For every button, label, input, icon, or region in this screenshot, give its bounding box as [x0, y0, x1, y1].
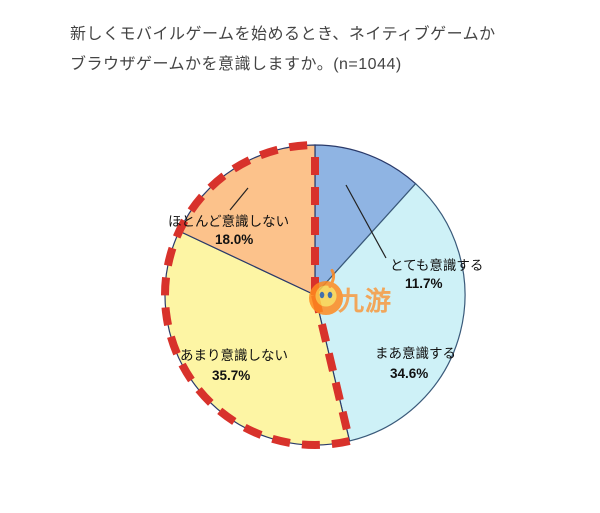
label-very_conscious: とても意識する [390, 257, 483, 273]
pct-somewhat_conscious: 34.6% [390, 366, 428, 381]
pie-chart-svg: 九游 とても意識する 11.7% まあ意識する 34.6% あまり意識しない 35.7% ほ… [150, 130, 480, 460]
watermark-icon-eye [320, 292, 325, 298]
watermark-icon-inner [315, 285, 336, 306]
label-somewhat_conscious: まあ意識する [375, 345, 456, 361]
title-line-2: ブラウザゲームかを意識しますか。(n=1044) [70, 56, 402, 73]
watermark-icon-eye [328, 292, 333, 298]
watermark-text: 九游 [337, 286, 392, 316]
pct-almost_never_conscious: 18.0% [215, 232, 253, 247]
chart-title: 新しくモバイルゲームを始めるとき、ネイティブゲームか ブラウザゲームかを意識しま… [70, 20, 550, 81]
pct-very_conscious: 11.7% [405, 276, 443, 291]
pct-not_very_conscious: 35.7% [212, 368, 250, 383]
label-almost_never_conscious: ほとんど意識しない [168, 213, 289, 229]
label-not_very_conscious: あまり意識しない [180, 347, 288, 363]
pie-chart: 九游 とても意識する 11.7% まあ意識する 34.6% あまり意識しない 35.7% ほ… [150, 130, 480, 460]
title-line-1: 新しくモバイルゲームを始めるとき、ネイティブゲームか [70, 26, 496, 43]
